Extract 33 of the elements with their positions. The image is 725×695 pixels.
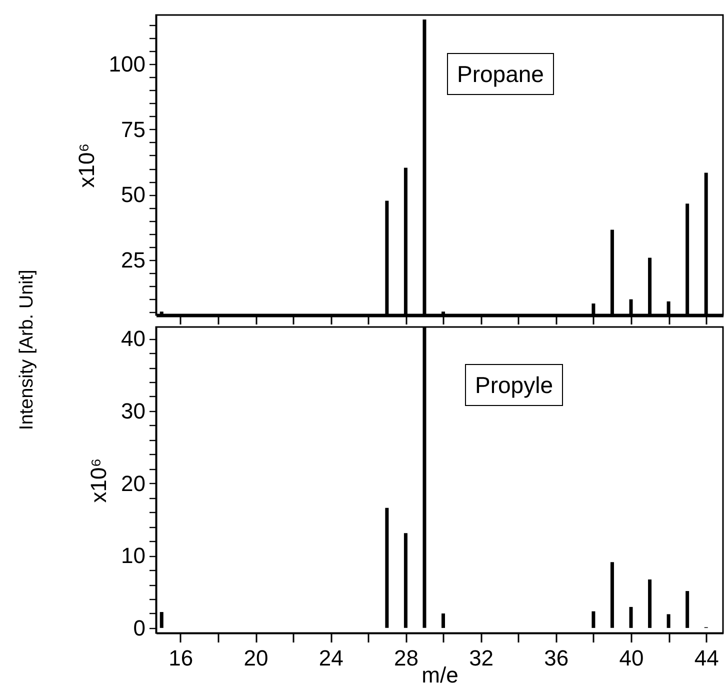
y-tick-label: 50 <box>121 182 146 208</box>
bar <box>629 606 633 628</box>
bar <box>442 613 446 628</box>
bar <box>648 579 652 628</box>
text: Propyle <box>465 364 563 406</box>
y-tick-label: 25 <box>121 248 146 273</box>
x-tick-label: 28 <box>394 646 418 670</box>
x-tick-label: 36 <box>544 646 569 670</box>
x-tick-label: 20 <box>244 646 268 670</box>
y-axis-title: x10⁶ <box>86 458 112 503</box>
y-tick-label: 20 <box>121 470 146 496</box>
bar <box>592 611 596 628</box>
y-tick-label: 0 <box>133 615 146 640</box>
text: Propane <box>447 53 554 95</box>
y-tick-label: 30 <box>121 398 146 424</box>
bar <box>160 612 164 628</box>
text: Intensity [Arb. Unit] <box>16 270 38 430</box>
x-tick-label: 24 <box>318 646 344 670</box>
bar <box>404 533 408 628</box>
bar <box>666 614 670 628</box>
bar <box>686 591 690 628</box>
x-tick-label: 44 <box>694 646 719 670</box>
x-axis-title: m/e <box>422 662 458 688</box>
y-tick-label: 10 <box>121 543 146 568</box>
bar <box>385 508 389 628</box>
y-tick-label: 100 <box>108 51 146 76</box>
x-tick-label: 32 <box>469 646 494 670</box>
y-tick-label: 40 <box>121 326 146 352</box>
x-tick-label: 40 <box>619 646 644 670</box>
x-tick-label: 16 <box>168 646 194 670</box>
y-tick-label: 75 <box>121 116 146 142</box>
bar <box>610 562 614 628</box>
y-axis-title: x10⁶ <box>74 143 99 188</box>
